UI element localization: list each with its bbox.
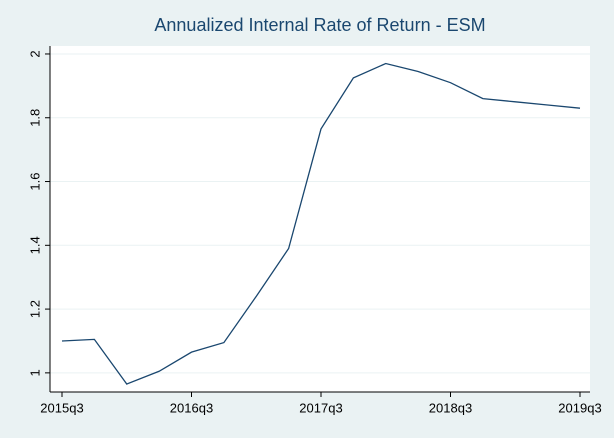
plot-area [50, 46, 590, 392]
y-tick-label: 1.6 [27, 172, 42, 190]
x-tick-label: 2016q3 [170, 400, 213, 415]
x-tick-label: 2019q3 [558, 400, 601, 415]
y-tick-label: 2 [27, 50, 42, 57]
x-tick-label: 2018q3 [429, 400, 472, 415]
y-tick-label: 1.8 [27, 109, 42, 127]
y-tick-label: 1.2 [27, 300, 42, 318]
y-tick-label: 1.4 [27, 236, 42, 254]
x-tick-label: 2017q3 [299, 400, 342, 415]
chart-title: Annualized Internal Rate of Return - ESM [154, 15, 485, 35]
line-series [61, 62, 581, 385]
x-tick-label: 2015q3 [40, 400, 83, 415]
y-tick-label: 1 [27, 369, 42, 376]
